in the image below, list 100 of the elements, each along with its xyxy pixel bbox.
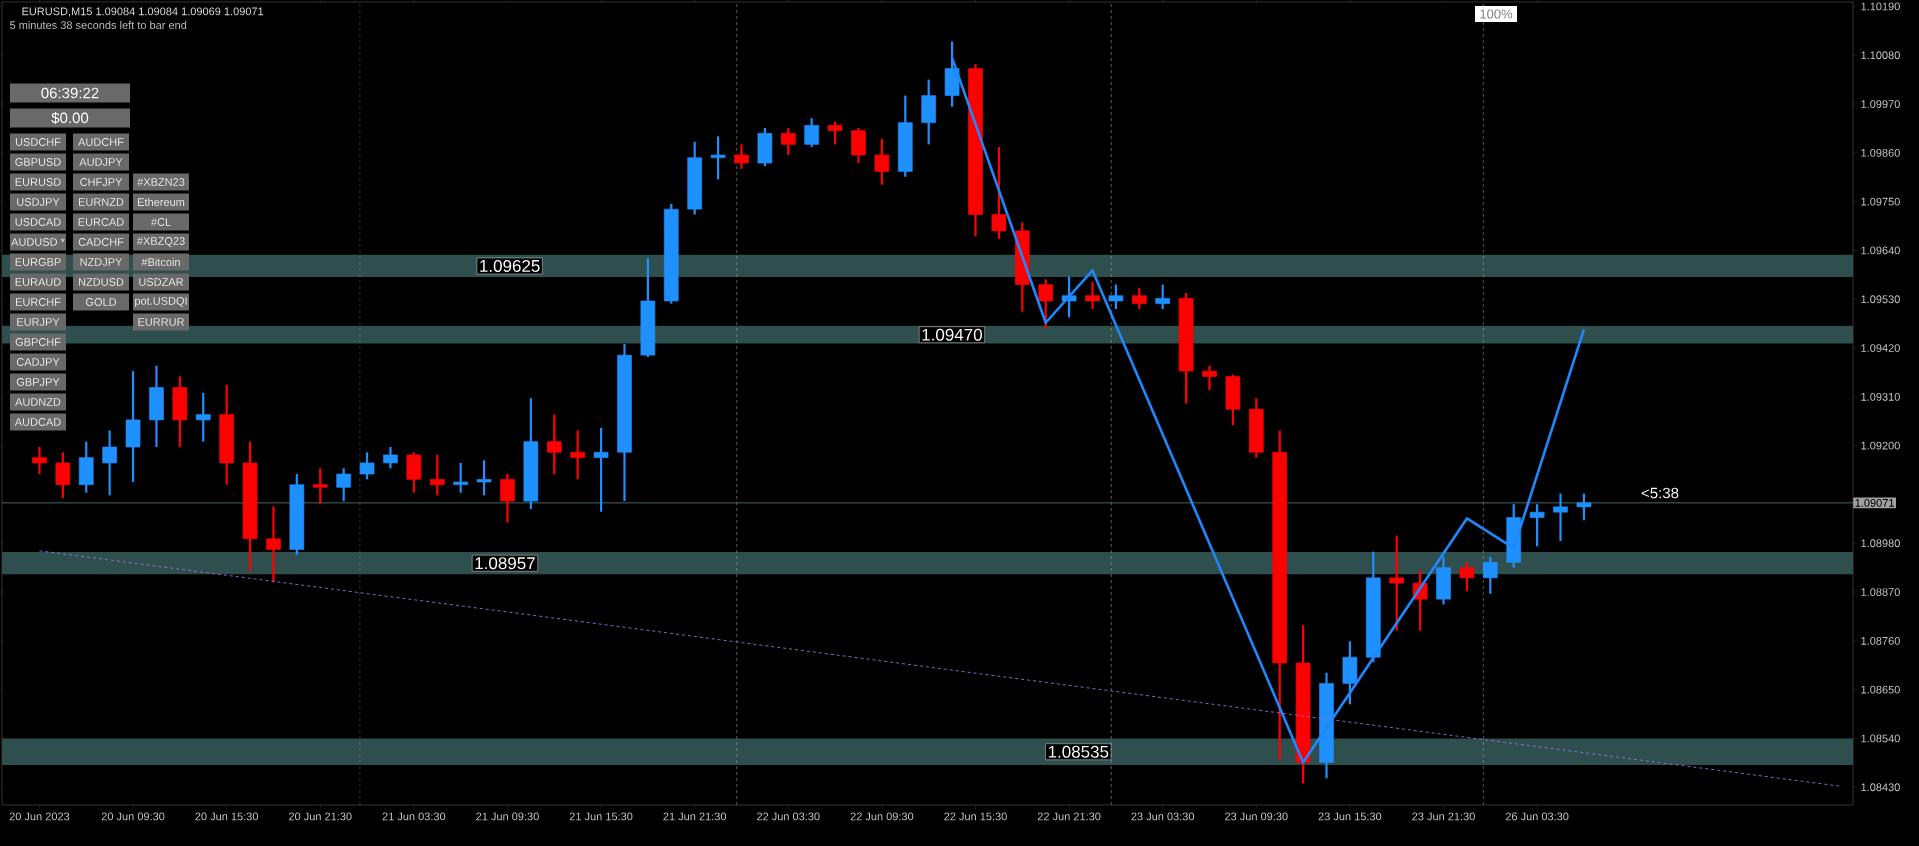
annotation: EURAUD bbox=[15, 278, 61, 286]
x-tick-label: 22 Jun 03:30 bbox=[757, 812, 820, 821]
band-label: 1.09625 bbox=[480, 259, 540, 272]
candlestick bbox=[710, 135, 726, 181]
annotation: USDCHF bbox=[15, 138, 61, 146]
candlestick bbox=[1225, 373, 1241, 427]
annotation: EURCHF bbox=[16, 298, 61, 306]
candlestick bbox=[1459, 561, 1475, 593]
candlestick bbox=[874, 137, 890, 186]
annotation: AUDNZD bbox=[15, 398, 61, 406]
x-tick-label: 22 Jun 21:30 bbox=[1037, 812, 1101, 821]
annotation: GBPUSD bbox=[15, 158, 61, 166]
annotation: EURNZD bbox=[79, 198, 124, 206]
y-tick-label: 1.08760 bbox=[1861, 636, 1900, 645]
x-tick-label: 26 Jun 03:30 bbox=[1505, 812, 1569, 821]
x-tick-label: 23 Jun 15:30 bbox=[1318, 812, 1382, 821]
candlestick bbox=[640, 256, 656, 359]
annotation: <5:38 bbox=[1641, 487, 1679, 499]
annotation: EURGBP bbox=[15, 258, 61, 266]
annotation: #Bitcoin bbox=[141, 257, 180, 267]
annotation: #XBZQ23 bbox=[136, 237, 185, 247]
x-tick-label: 20 Jun 09:30 bbox=[101, 812, 165, 821]
x-tick-label: 23 Jun 03:30 bbox=[1131, 812, 1195, 821]
candlestick bbox=[804, 117, 819, 149]
annotation: #CL bbox=[150, 218, 171, 226]
candlestick bbox=[546, 413, 562, 476]
annotation: AUDCAD bbox=[14, 418, 61, 426]
ref-line-label: 1.09071 bbox=[1855, 498, 1894, 507]
candlestick bbox=[1108, 283, 1124, 311]
annotation: CADCHF bbox=[78, 238, 124, 246]
annotation: GBPCHF bbox=[15, 338, 61, 346]
annotation: USDZAR bbox=[139, 278, 184, 286]
annotation: USDJPY bbox=[17, 198, 60, 206]
candlestick bbox=[289, 472, 305, 556]
annotation: GBPJPY bbox=[16, 378, 60, 386]
x-tick-label: 22 Jun 09:30 bbox=[850, 812, 914, 821]
annotation: NZDJPY bbox=[80, 258, 123, 266]
candlestick bbox=[1342, 640, 1358, 706]
candlestick bbox=[523, 397, 539, 511]
candlestick bbox=[219, 383, 234, 486]
candlestick bbox=[734, 143, 749, 170]
y-tick-label: 1.09970 bbox=[1861, 100, 1900, 108]
annotation: Ethereum bbox=[138, 197, 185, 207]
x-tick-label: 23 Jun 21:30 bbox=[1412, 812, 1475, 821]
chart-title: EURUSD,M15 1.09084 1.09084 1.09069 1.09071 bbox=[22, 7, 264, 17]
annotation: USDCAD bbox=[15, 218, 61, 226]
candlestick bbox=[780, 126, 796, 157]
y-tick-label: 1.08430 bbox=[1861, 783, 1900, 792]
candlestick bbox=[1061, 275, 1077, 319]
candlestick bbox=[55, 451, 71, 500]
y-tick-label: 1.09200 bbox=[1861, 441, 1900, 450]
x-tick-label: 23 Jun 09:30 bbox=[1225, 812, 1288, 821]
x-tick-label: 21 Jun 15:30 bbox=[569, 812, 633, 821]
candlestick bbox=[383, 445, 398, 470]
y-tick-label: 1.08540 bbox=[1861, 734, 1900, 743]
y-tick-label: 1.09860 bbox=[1861, 148, 1900, 157]
candlestick bbox=[1131, 286, 1147, 311]
annotation: EURJPY bbox=[17, 318, 60, 326]
candlestick bbox=[1085, 280, 1100, 311]
candlestick bbox=[359, 451, 375, 481]
candlestick bbox=[476, 459, 492, 497]
text: 5 minutes 38 seconds left to bar end bbox=[9, 20, 187, 30]
annotation: AUDCHF bbox=[78, 138, 124, 146]
candlestick bbox=[1038, 278, 1054, 330]
annotation: $0.00 bbox=[51, 111, 89, 125]
candlestick bbox=[1202, 364, 1217, 392]
candlestick bbox=[921, 78, 937, 146]
y-tick-label: 1.08870 bbox=[1861, 588, 1900, 596]
candlestick bbox=[827, 120, 843, 146]
y-tick-label: 1.09530 bbox=[1861, 295, 1900, 304]
candlestick bbox=[757, 126, 773, 168]
x-tick-label: 20 Jun 15:30 bbox=[195, 812, 258, 821]
candlestick bbox=[453, 461, 468, 494]
candlestick bbox=[125, 370, 141, 484]
x-tick-label: 21 Jun 09:30 bbox=[476, 812, 539, 821]
candlestick bbox=[242, 440, 258, 573]
annotation: CHFJPY bbox=[80, 178, 123, 186]
candlestick bbox=[687, 140, 702, 216]
candlestick bbox=[336, 467, 351, 503]
candlestick bbox=[102, 429, 117, 497]
annotation: 06:39:22 bbox=[41, 87, 99, 99]
candlestick bbox=[172, 375, 188, 449]
candlestick bbox=[1155, 283, 1171, 311]
annotation: pot.USDQI bbox=[135, 297, 187, 307]
band-label: 1.09470 bbox=[922, 328, 982, 341]
candlestick bbox=[593, 426, 609, 513]
candlestick bbox=[429, 453, 445, 497]
y-tick-label: 1.09750 bbox=[1861, 197, 1900, 206]
x-tick-label: 20 Jun 2023 bbox=[9, 812, 70, 821]
candlestick bbox=[406, 451, 422, 494]
y-tick-label: 1.08980 bbox=[1861, 539, 1900, 548]
annotation: AUDUSD * bbox=[11, 238, 65, 246]
annotation: EURUSD bbox=[15, 178, 61, 186]
y-tick-label: 1.09310 bbox=[1861, 392, 1900, 401]
candlestick bbox=[1295, 624, 1311, 785]
x-tick-label: 20 Jun 21:30 bbox=[289, 812, 352, 821]
candlestick bbox=[1248, 397, 1264, 459]
x-tick-label: 21 Jun 21:30 bbox=[663, 812, 727, 821]
candlestick bbox=[32, 445, 47, 476]
candlestick bbox=[897, 94, 913, 178]
